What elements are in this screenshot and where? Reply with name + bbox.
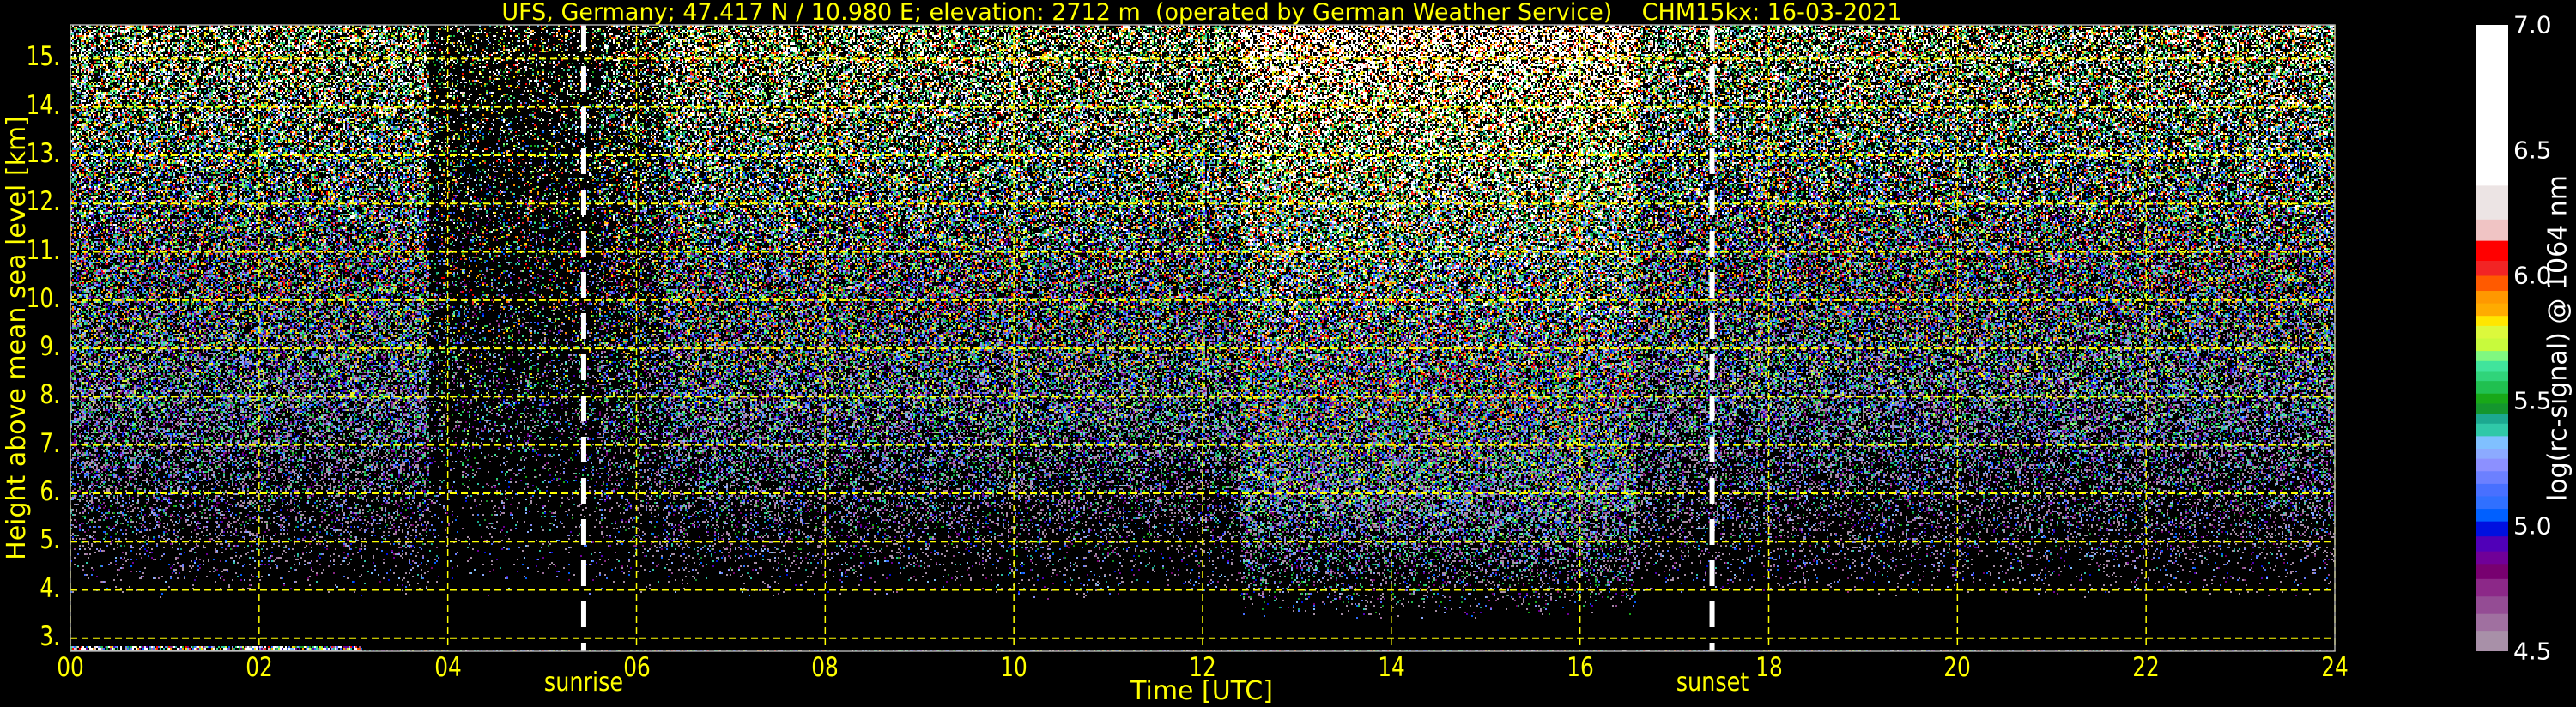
colorbar-segment (2476, 563, 2508, 579)
x-tick-label: 20 (1943, 652, 1972, 683)
colorbar-segment (2476, 338, 2508, 352)
x-tick-label: 18 (1755, 652, 1783, 683)
x-tick-label: 10 (1000, 652, 1027, 683)
x-tick-label: 06 (622, 652, 651, 683)
y-tick-label: 3. (39, 620, 60, 652)
colorbar-segment (2476, 380, 2508, 394)
colorbar-segment (2476, 260, 2508, 276)
colorbar-segment (2476, 325, 2508, 339)
colorbar-tick-label: 7.0 (2513, 10, 2552, 39)
x-tick-label: 16 (1566, 652, 1594, 683)
y-tick-label: 10. (26, 282, 60, 314)
y-tick-label: 11. (26, 234, 60, 266)
colorbar-segment (2476, 535, 2508, 552)
colorbar-tick-label: 5.0 (2513, 511, 2552, 541)
y-tick-label: 14. (26, 89, 60, 121)
colorbar-segment (2476, 219, 2508, 241)
x-tick-label: 08 (811, 652, 839, 683)
colorbar-label: log(rc-signal) @ 1064 nm (2543, 174, 2573, 502)
colorbar-segment (2476, 350, 2508, 361)
y-tick-label: 8. (39, 379, 60, 411)
chart-title: UFS, Germany; 47.417 N / 10.980 E; eleva… (501, 0, 1902, 26)
x-tick-label: 02 (245, 652, 273, 683)
x-axis-label: Time [UTC] (1130, 676, 1273, 706)
colorbar-segment (2476, 303, 2508, 317)
colorbar-segment (2476, 402, 2508, 414)
colorbar-segment (2476, 595, 2508, 614)
colorbar-segment (2476, 613, 2508, 632)
colorbar-segment (2476, 435, 2508, 449)
colorbar-segment (2476, 495, 2508, 510)
colorbar-segment (2476, 458, 2508, 472)
colorbar-tick-label: 4.5 (2513, 637, 2552, 666)
y-tick-label: 12. (26, 186, 60, 218)
x-tick-label: 00 (57, 652, 84, 683)
colorbar-segment (2476, 631, 2508, 651)
colorbar (2476, 25, 2508, 651)
colorbar-segment (2476, 413, 2508, 424)
colorbar-segment (2476, 448, 2508, 459)
y-tick-label: 4. (39, 572, 60, 604)
plot-frame (70, 24, 2336, 652)
colorbar-tick-label: 6.0 (2513, 261, 2552, 290)
y-tick-label: 9. (39, 331, 60, 363)
colorbar-segment (2476, 315, 2508, 326)
y-tick-label: 5. (39, 524, 60, 556)
colorbar-segment (2476, 370, 2508, 382)
x-tick-label: 12 (1189, 652, 1216, 683)
x-tick-label: 14 (1378, 652, 1405, 683)
y-tick-label: 7. (39, 427, 60, 459)
sunset-label: sunset (1676, 668, 1749, 698)
y-tick-label: 6. (39, 475, 60, 507)
colorbar-tick-label: 5.5 (2513, 386, 2552, 415)
colorbar-segment (2476, 360, 2508, 372)
sunrise-label: sunrise (543, 668, 624, 698)
colorbar-segment (2476, 423, 2508, 437)
colorbar-segment (2476, 275, 2508, 292)
y-tick-label: 13. (26, 137, 60, 169)
x-tick-label: 24 (2321, 652, 2349, 683)
colorbar-segment (2476, 578, 2508, 597)
colorbar-tick-label: 6.5 (2513, 136, 2552, 165)
x-tick-label: 04 (433, 652, 462, 683)
colorbar-segment (2476, 483, 2508, 497)
colorbar-segment (2476, 240, 2508, 261)
y-axis-label: Height above mean sea level [km] (2, 116, 32, 560)
colorbar-segment (2476, 25, 2508, 186)
x-tick-label: 22 (2132, 652, 2160, 683)
colorbar-segment (2476, 184, 2508, 220)
colorbar-segment (2476, 470, 2508, 484)
colorbar-segment (2476, 290, 2508, 304)
colorbar-segment (2476, 393, 2508, 404)
colorbar-segment (2476, 521, 2508, 537)
colorbar-segment (2476, 508, 2508, 522)
colorbar-segment (2476, 551, 2508, 565)
y-tick-label: 15. (26, 41, 60, 73)
